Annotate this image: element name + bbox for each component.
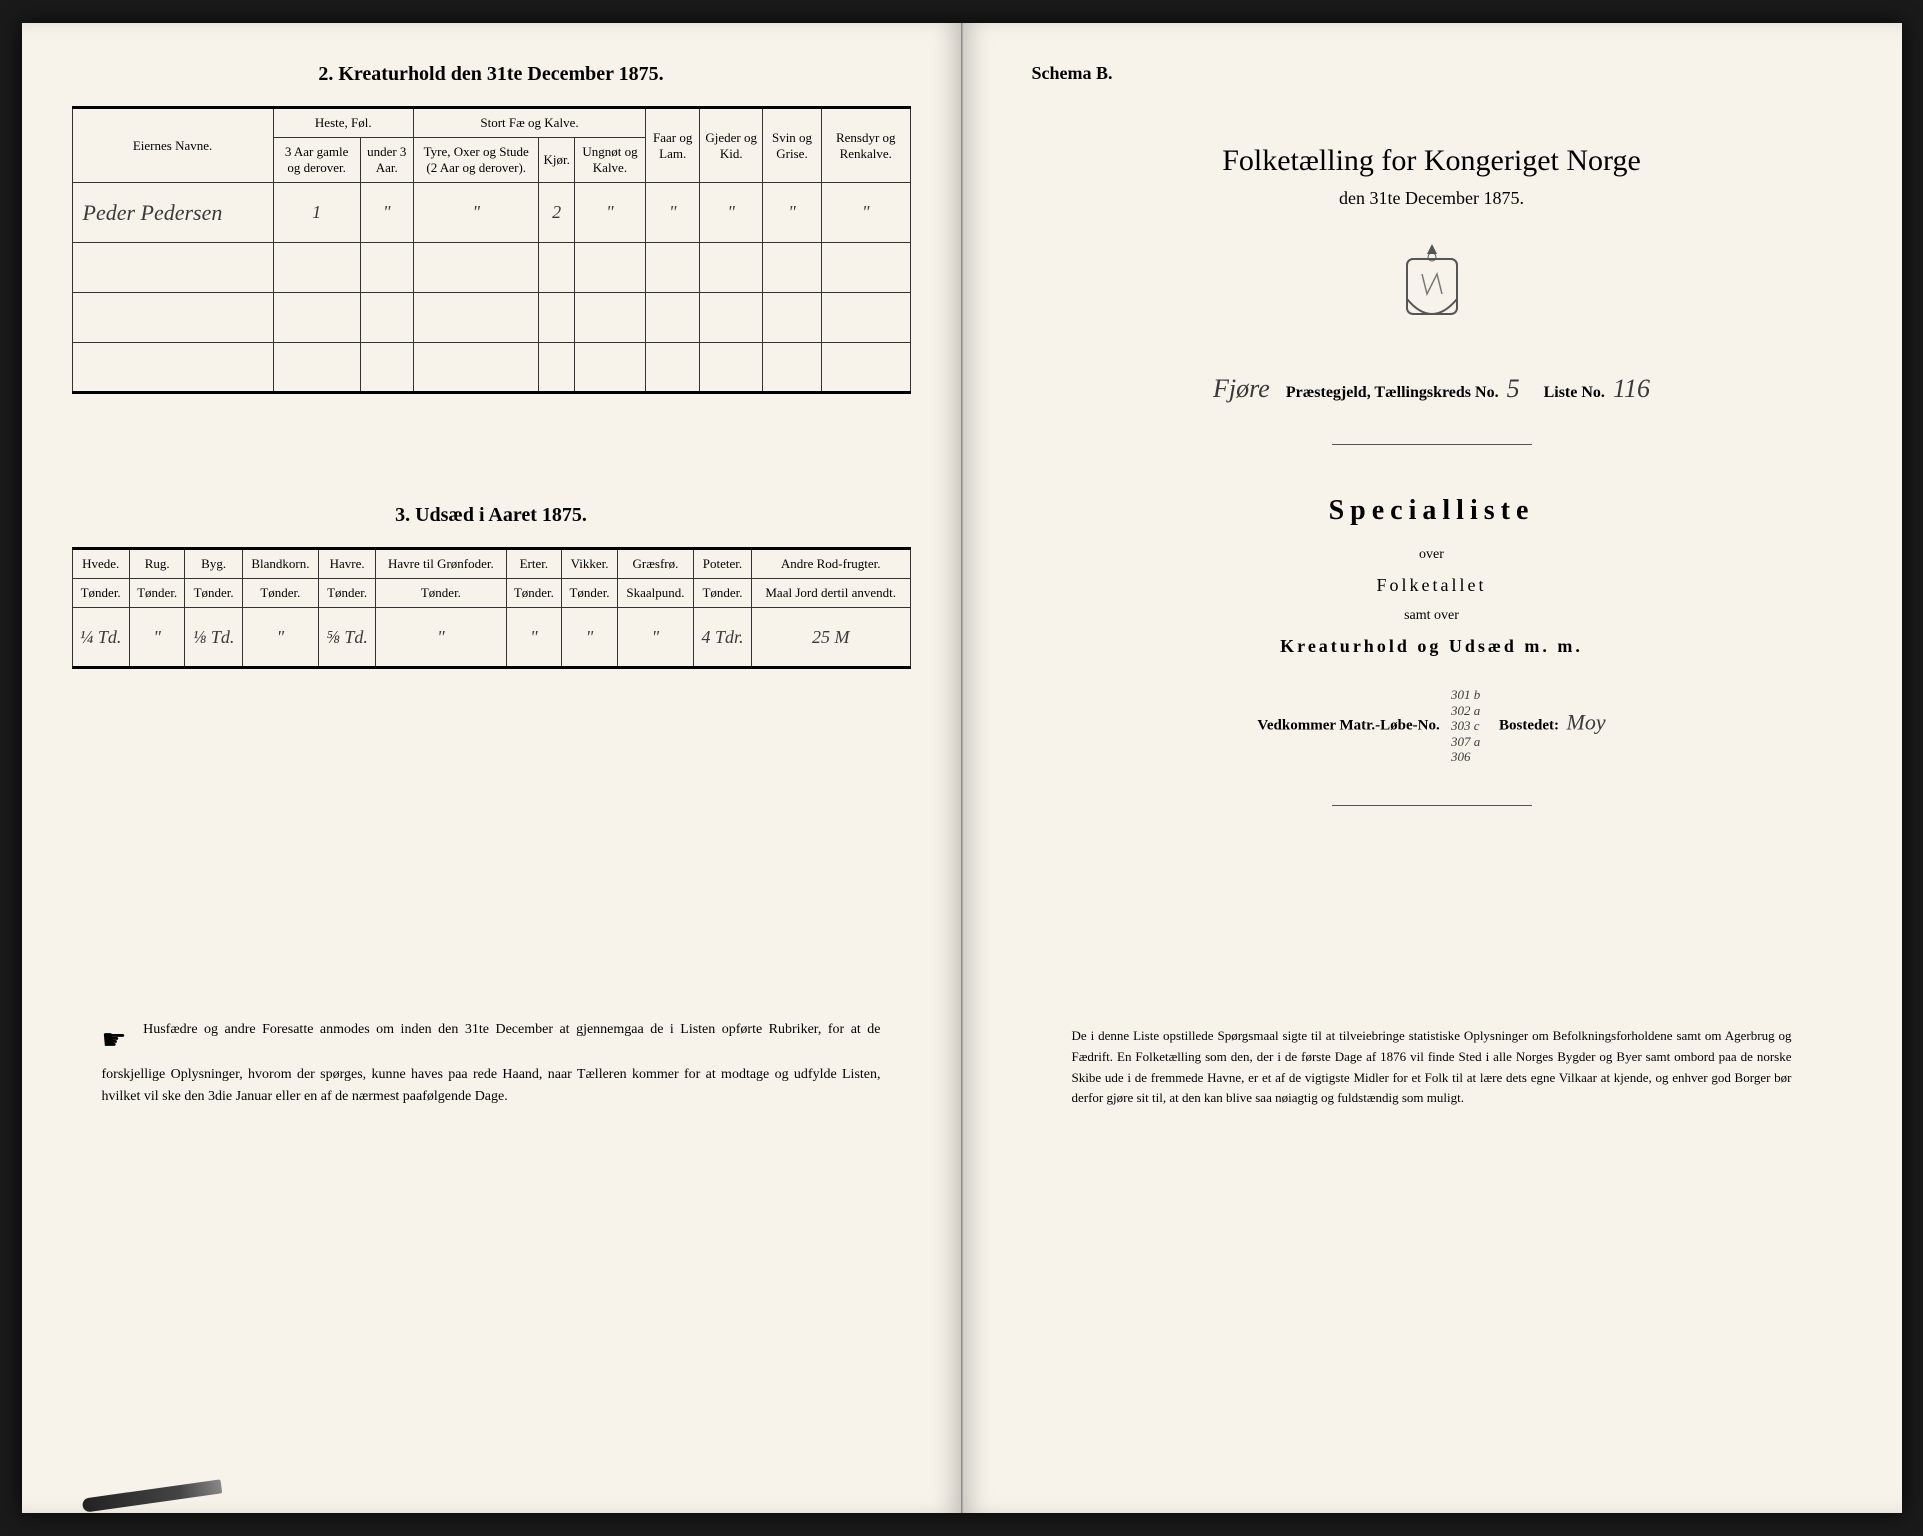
table-row <box>72 293 910 343</box>
section2-title: 2. Kreaturhold den 31te December 1875. <box>72 63 911 86</box>
col: Poteter. <box>694 549 752 579</box>
col: Andre Rod-frugter. <box>751 549 910 579</box>
col-sheep: Faar og Lam. <box>646 108 700 183</box>
col: Tønder. <box>562 579 618 608</box>
cell: " <box>617 608 693 668</box>
col-c1: Tyre, Oxer og Stude (2 Aar og derover). <box>413 138 539 183</box>
liste-no: 116 <box>1613 374 1650 403</box>
hand-pointer-icon: ☛ <box>102 1019 127 1064</box>
cell: " <box>822 183 910 243</box>
col: Tønder. <box>318 579 375 608</box>
parish-value: Fjøre <box>1213 374 1270 403</box>
col: Græsfrø. <box>617 549 693 579</box>
col: Tønder. <box>72 579 129 608</box>
col: Tønder. <box>376 579 506 608</box>
grp-horses: Heste, Føl. <box>273 108 413 138</box>
col-pig: Svin og Grise. <box>762 108 821 183</box>
cell: " <box>562 608 618 668</box>
folketallet-label: Folketallet <box>1012 575 1852 596</box>
col-h2: under 3 Aar. <box>360 138 413 183</box>
left-footnote: ☛ Husfædre og andre Foresatte anmodes om… <box>72 1019 911 1109</box>
liste-label: Liste No. <box>1544 384 1605 401</box>
parish-line: Fjøre Præstegjeld, Tællingskreds No. 5 L… <box>1012 374 1852 404</box>
col: Havre til Grønfoder. <box>376 549 506 579</box>
table-row: Peder Pedersen 1 " " 2 " " " " " <box>72 183 910 243</box>
col: Tønder. <box>506 579 562 608</box>
col: Tønder. <box>694 579 752 608</box>
col: Skaalpund. <box>617 579 693 608</box>
vedkommer-label: Vedkommer Matr.-Løbe-No. <box>1257 717 1439 733</box>
col: Vikker. <box>562 549 618 579</box>
seed-table: Hvede. Rug. Byg. Blandkorn. Havre. Havre… <box>72 547 911 669</box>
col: Blandkorn. <box>242 549 318 579</box>
cell: " <box>506 608 562 668</box>
col: Hvede. <box>72 549 129 579</box>
col-h1: 3 Aar gamle og derover. <box>273 138 360 183</box>
bosted-value: Moy <box>1567 709 1606 734</box>
coat-of-arms-icon <box>1012 239 1852 334</box>
cell: " <box>762 183 821 243</box>
right-footnote: De i denne Liste opstillede Spørgsmaal s… <box>1012 1026 1852 1109</box>
col: Erter. <box>506 549 562 579</box>
col-goat: Gjeder og Kid. <box>700 108 763 183</box>
cell: " <box>700 183 763 243</box>
book-spine <box>961 23 963 1513</box>
table-row: ¼ Td. " ⅛ Td. " ⅝ Td. " " " " 4 Tdr. 25 … <box>72 608 910 668</box>
table-row <box>72 343 910 393</box>
cell: " <box>129 608 185 668</box>
grp-cattle: Stort Fæ og Kalve. <box>413 108 645 138</box>
section3-title: 3. Udsæd i Aaret 1875. <box>72 504 911 527</box>
cell: ¼ Td. <box>72 608 129 668</box>
cell: " <box>413 183 539 243</box>
matr-numbers: 301 b 302 a 303 c 307 a 306 <box>1451 687 1480 765</box>
col-reindeer: Rensdyr og Renkalve. <box>822 108 910 183</box>
cell: 1 <box>273 183 360 243</box>
col: Tønder. <box>129 579 185 608</box>
owner-cell: Peder Pedersen <box>72 183 273 243</box>
left-page: 2. Kreaturhold den 31te December 1875. E… <box>22 23 962 1513</box>
col-owner: Eiernes Navne. <box>72 108 273 183</box>
census-subtitle: den 31te December 1875. <box>1012 188 1852 209</box>
right-page: Schema B. Folketælling for Kongeriget No… <box>962 23 1902 1513</box>
cell: " <box>646 183 700 243</box>
col: Havre. <box>318 549 375 579</box>
cell: ⅛ Td. <box>185 608 242 668</box>
cell: " <box>360 183 413 243</box>
cell: " <box>376 608 506 668</box>
cell: 25 M <box>751 608 910 668</box>
bosted-label: Bostedet: <box>1499 717 1559 733</box>
col: Tønder. <box>185 579 242 608</box>
table-header-row: Hvede. Rug. Byg. Blandkorn. Havre. Havre… <box>72 549 910 579</box>
col-c2: Kjør. <box>539 138 574 183</box>
livestock-table: Eiernes Navne. Heste, Føl. Stort Fæ og K… <box>72 106 911 394</box>
cell: ⅝ Td. <box>318 608 375 668</box>
cell: " <box>574 183 645 243</box>
divider <box>1332 444 1532 445</box>
col: Rug. <box>129 549 185 579</box>
col: Maal Jord dertil anvendt. <box>751 579 910 608</box>
divider <box>1332 805 1532 806</box>
samt-label: samt over <box>1012 608 1852 624</box>
footnote-text: Husfædre og andre Foresatte anmodes om i… <box>102 1022 881 1104</box>
book-spread: 2. Kreaturhold den 31te December 1875. E… <box>22 23 1902 1513</box>
pen-object <box>81 1479 222 1512</box>
parish-label: Præstegjeld, Tællingskreds No. <box>1286 384 1499 401</box>
vedkommer-line: Vedkommer Matr.-Løbe-No. 301 b 302 a 303… <box>1012 687 1852 765</box>
col: Byg. <box>185 549 242 579</box>
kreds-no: 5 <box>1507 374 1520 403</box>
cell: 4 Tdr. <box>694 608 752 668</box>
col: Tønder. <box>242 579 318 608</box>
table-row <box>72 243 910 293</box>
kreatur-label: Kreaturhold og Udsæd m. m. <box>1012 636 1852 657</box>
over-label: over <box>1012 547 1852 563</box>
specialliste-title: Specialliste <box>1012 495 1852 527</box>
census-title: Folketælling for Kongeriget Norge <box>1012 144 1852 178</box>
col-c3: Ungnøt og Kalve. <box>574 138 645 183</box>
table-subheader-row: Tønder. Tønder. Tønder. Tønder. Tønder. … <box>72 579 910 608</box>
cell: 2 <box>539 183 574 243</box>
schema-label: Schema B. <box>1032 63 1852 84</box>
cell: " <box>242 608 318 668</box>
